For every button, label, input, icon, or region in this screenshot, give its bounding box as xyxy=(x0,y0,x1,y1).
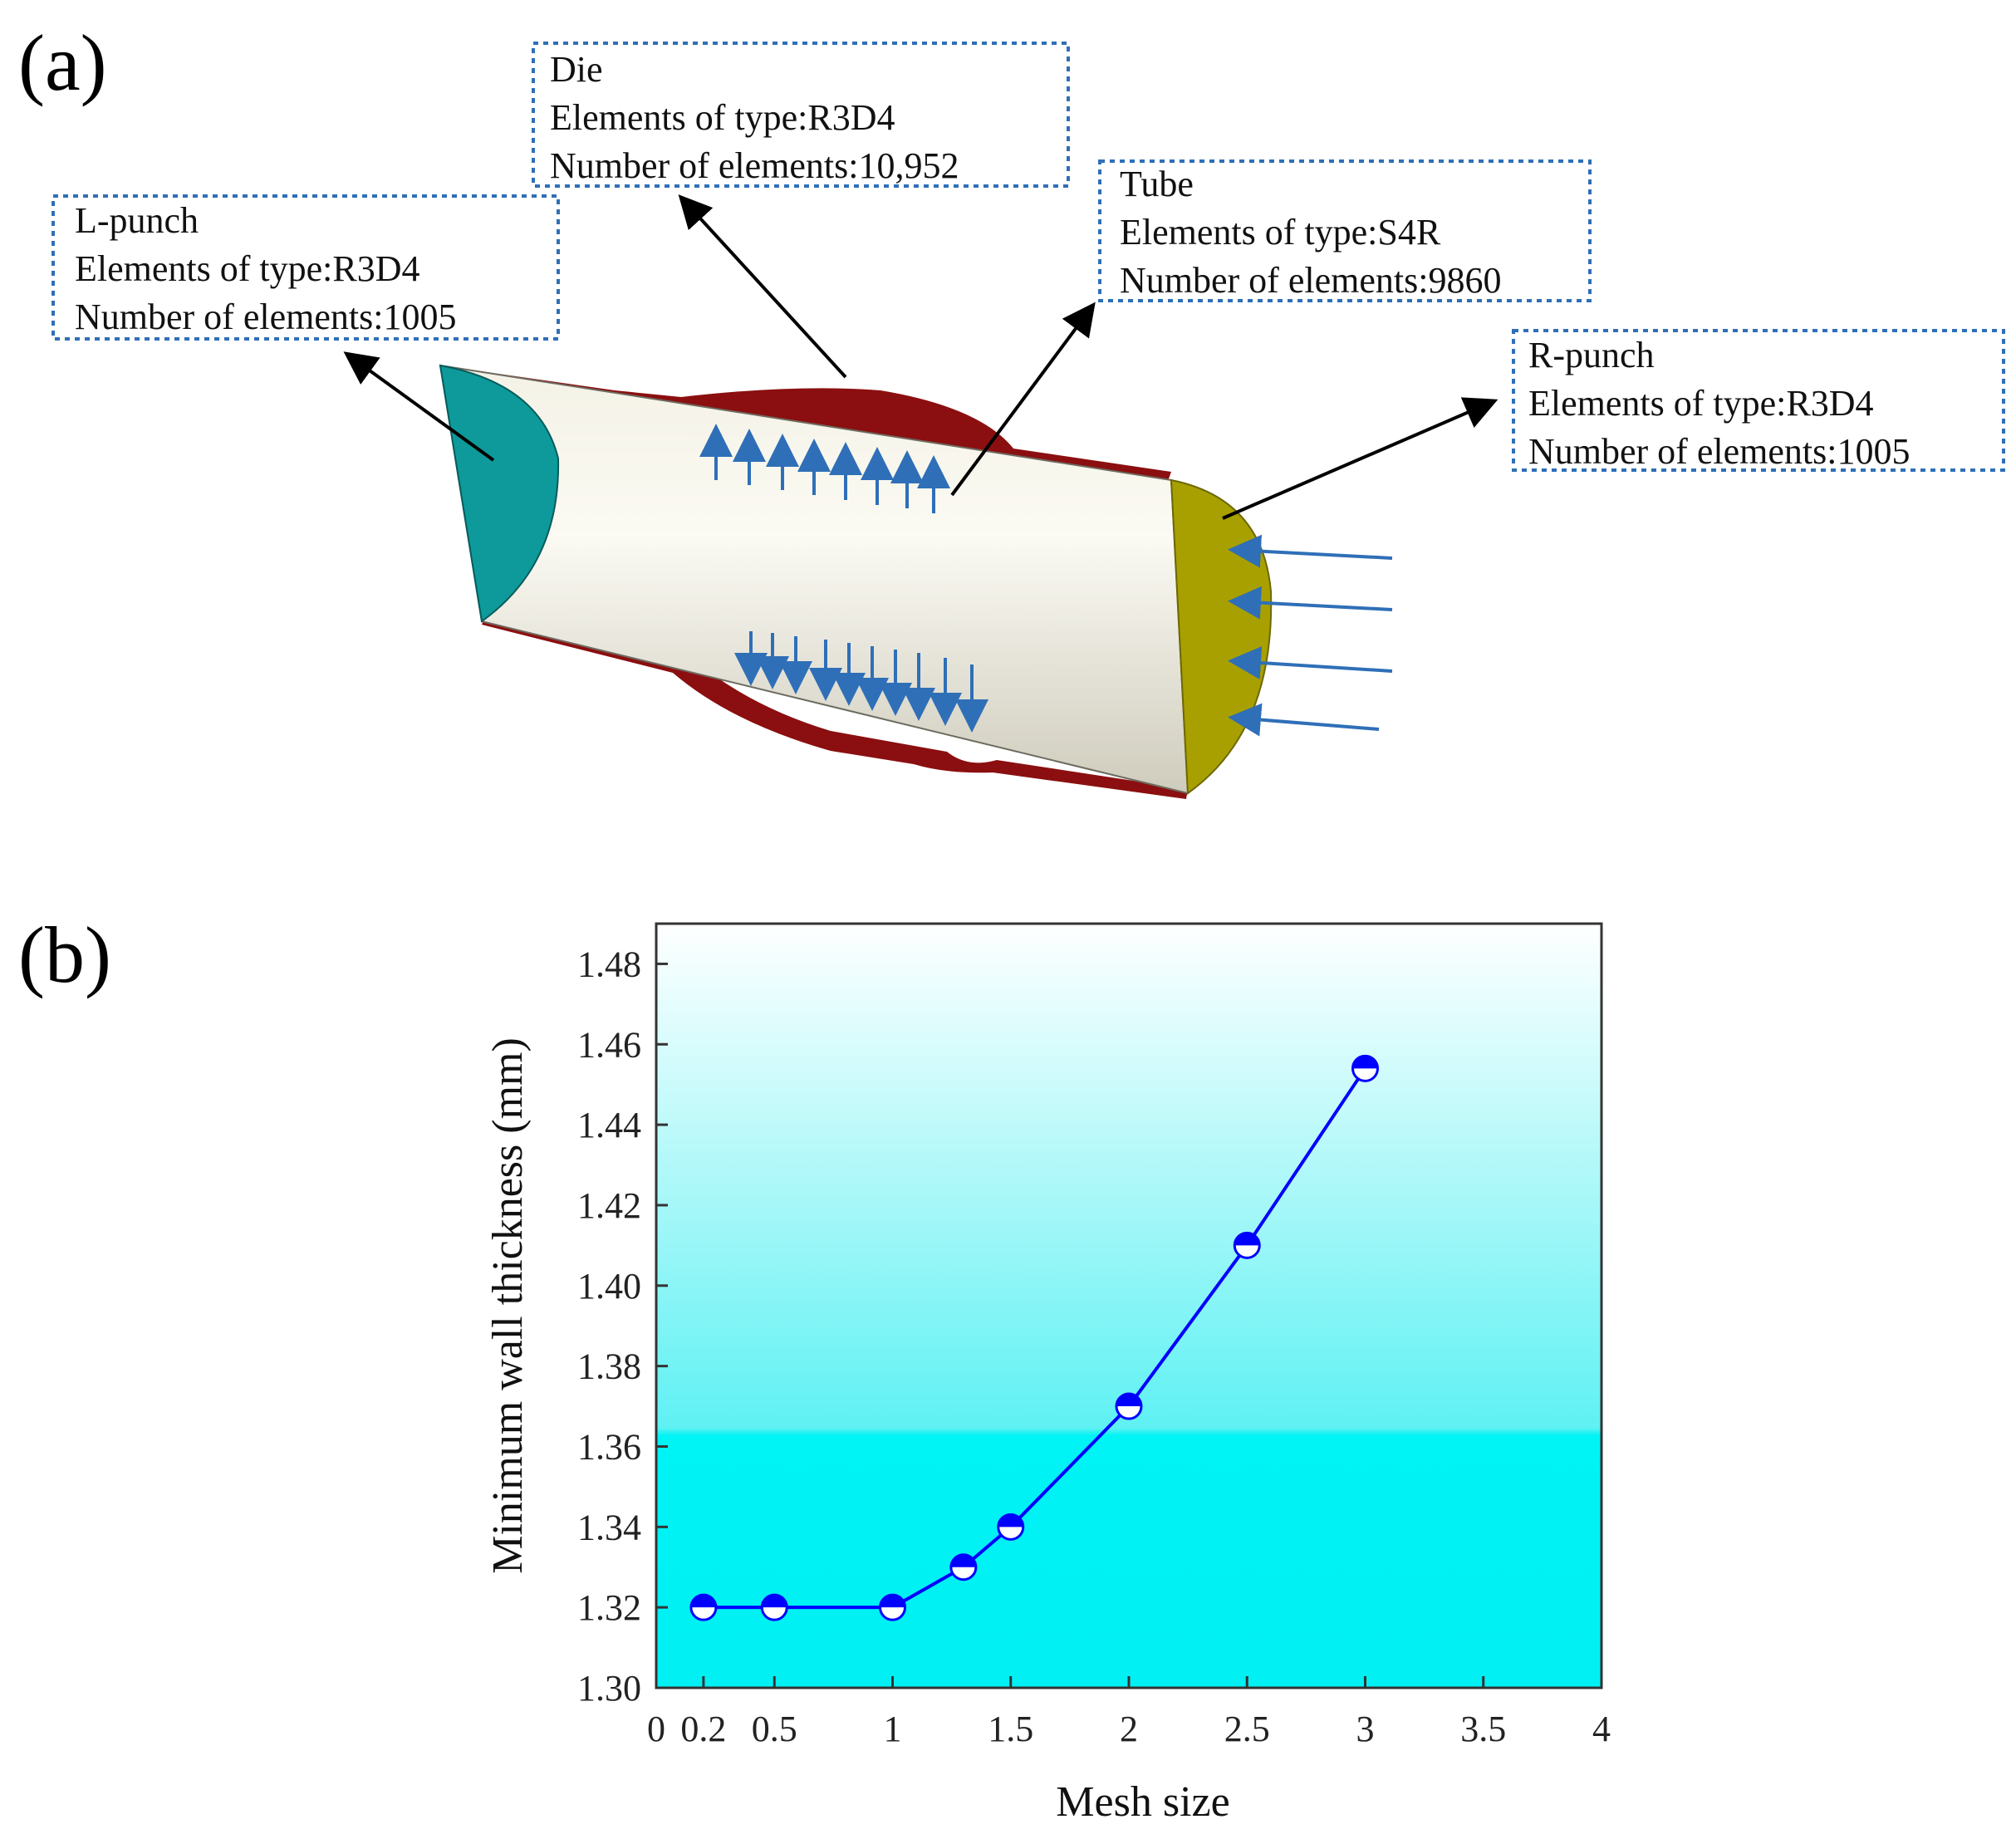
panel-a-label: (a) xyxy=(18,18,107,107)
y-tick-label: 1.40 xyxy=(577,1266,641,1307)
callout-tube-count: Number of elements:9860 xyxy=(1120,260,1501,301)
callout-tube-title: Tube xyxy=(1120,164,1194,204)
callout-die-title: Die xyxy=(550,49,603,90)
y-axis-title: Minimum wall thickness (mm) xyxy=(484,1037,532,1574)
callout-die-count: Number of elements:10,952 xyxy=(550,145,959,186)
callout-rpunch-type: Elements of type:R3D4 xyxy=(1528,383,1874,424)
series-line xyxy=(703,1067,1367,1610)
plot-background xyxy=(656,924,1602,1688)
x-tick-label: 2 xyxy=(1120,1709,1138,1749)
pressure-arrows-up xyxy=(699,424,950,513)
callout-lpunch-title: L-punch xyxy=(75,200,199,241)
callout-die-type: Elements of type:R3D4 xyxy=(550,97,895,138)
data-point xyxy=(997,1513,1025,1541)
y-tick-label: 1.32 xyxy=(577,1587,641,1628)
x-tick-label: 3 xyxy=(1356,1709,1375,1749)
callout-lpunch-type: Elements of type:R3D4 xyxy=(75,248,420,289)
x-tick-label: 0.2 xyxy=(680,1709,726,1749)
chart: 1.30 1.32 1.34 1.36 1.38 1.40 1.42 1.44 1.46 1.48… xyxy=(484,922,1611,1826)
axial-push-arrows xyxy=(1228,534,1393,737)
pressure-arrows-down xyxy=(734,631,988,733)
data-point xyxy=(949,1553,978,1581)
data-point xyxy=(1351,1054,1379,1082)
tube-model xyxy=(439,364,1273,799)
y-tick-label: 1.38 xyxy=(577,1346,641,1387)
data-point xyxy=(1233,1231,1261,1259)
callout-lpunch: L-punch Elements of type:R3D4 Number of … xyxy=(52,194,560,341)
series-layer xyxy=(689,1054,1379,1621)
callout-tube-type: Elements of type:S4R xyxy=(1120,212,1441,253)
y-tick-label: 1.48 xyxy=(577,944,641,984)
x-tick-label: 2.5 xyxy=(1224,1709,1270,1749)
y-tick-label: 1.36 xyxy=(577,1426,641,1467)
y-tick-label: 1.30 xyxy=(577,1668,641,1709)
panel-b-label: (b) xyxy=(18,910,111,999)
callout-leaders xyxy=(343,194,1499,520)
callout-tube: Tube Elements of type:S4R Number of elem… xyxy=(1098,159,1592,302)
callout-lpunch-count: Number of elements:1005 xyxy=(75,297,456,337)
data-point xyxy=(879,1593,906,1621)
x-axis-title: Mesh size xyxy=(1056,1778,1229,1826)
callout-rpunch-title: R-punch xyxy=(1528,335,1655,375)
x-tick-label: 3.5 xyxy=(1460,1709,1506,1749)
y-tick-label: 1.46 xyxy=(577,1024,641,1065)
x-tick-label: 4 xyxy=(1592,1709,1611,1749)
data-point xyxy=(760,1593,788,1621)
callout-rpunch-count: Number of elements:1005 xyxy=(1528,431,1910,472)
callout-die: Die Elements of type:R3D4 Number of elem… xyxy=(532,42,1070,188)
x-tick-label: 1 xyxy=(884,1709,902,1749)
y-tick-label: 1.34 xyxy=(577,1507,641,1547)
y-tick-label: 1.42 xyxy=(577,1185,641,1226)
l-punch xyxy=(439,364,560,623)
x-tick-label: 1.5 xyxy=(988,1709,1033,1749)
x-tick-label: 0.5 xyxy=(752,1709,797,1749)
y-tick-label: 1.44 xyxy=(577,1105,641,1145)
r-punch xyxy=(1170,478,1273,795)
callout-rpunch: R-punch Elements of type:R3D4 Number of … xyxy=(1512,329,2005,472)
data-point xyxy=(689,1593,718,1621)
data-point xyxy=(1115,1392,1143,1420)
y-axis-ticks: 1.30 1.32 1.34 1.36 1.38 1.40 1.42 1.44 1.46 1.48 xyxy=(577,944,668,1709)
x-axis-ticks: 0 0.2 0.5 1 1.5 2 2.5 3 3.5 4 xyxy=(647,1676,1611,1749)
plot-frame xyxy=(655,922,1603,1689)
x-tick-label: 0 xyxy=(647,1709,665,1749)
